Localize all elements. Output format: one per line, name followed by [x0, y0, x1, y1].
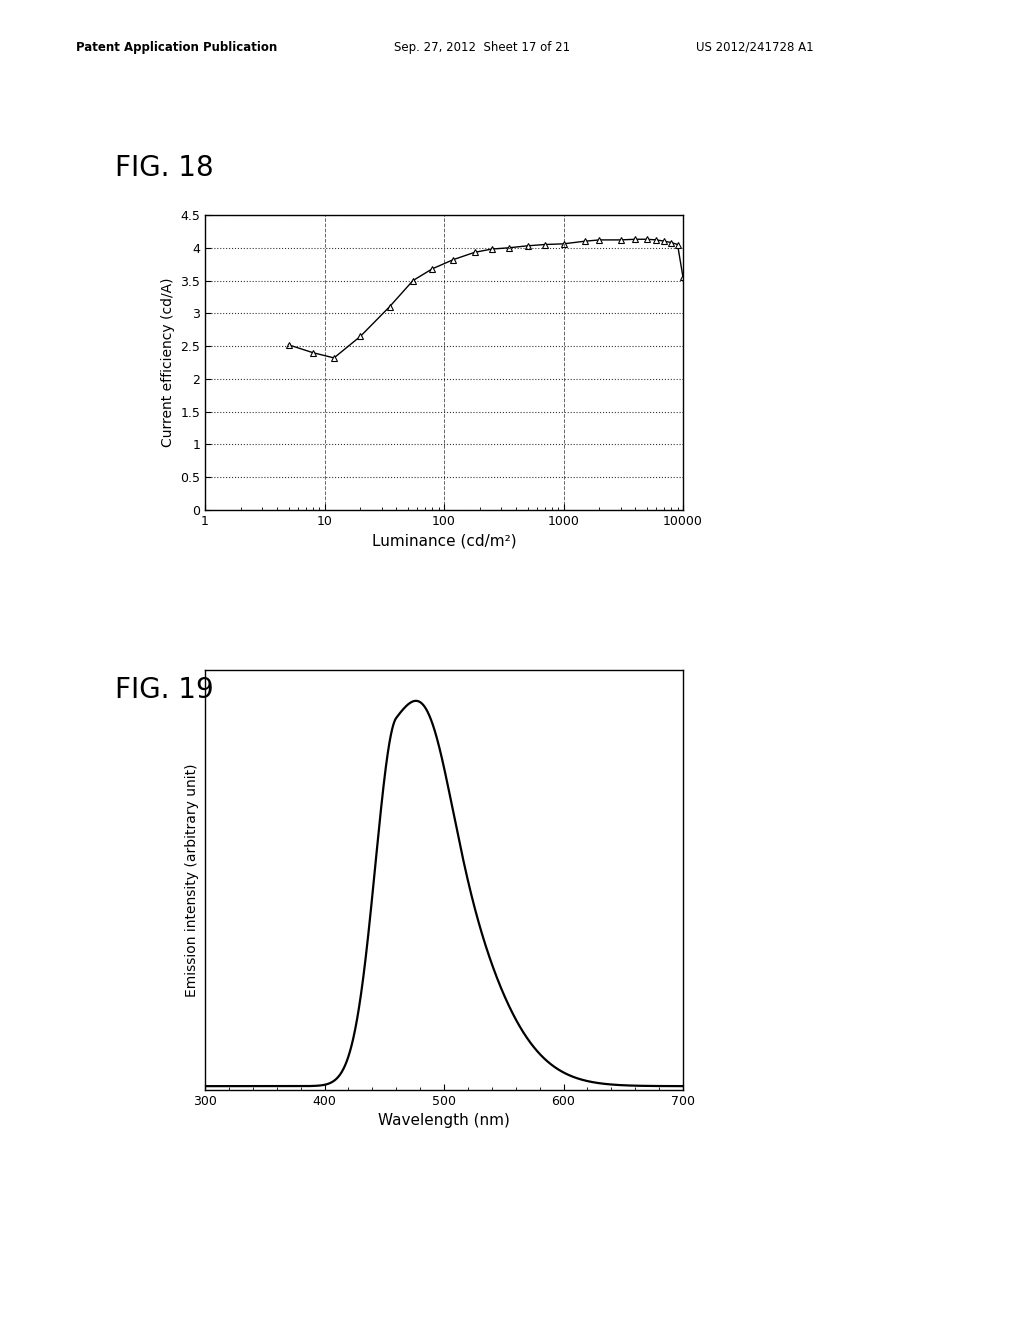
X-axis label: Luminance (cd/m²): Luminance (cd/m²) [372, 533, 516, 548]
X-axis label: Wavelength (nm): Wavelength (nm) [378, 1113, 510, 1129]
Text: FIG. 18: FIG. 18 [115, 154, 213, 182]
Y-axis label: Emission intensity (arbitrary unit): Emission intensity (arbitrary unit) [185, 763, 200, 997]
Text: US 2012/241728 A1: US 2012/241728 A1 [696, 41, 814, 54]
Text: FIG. 19: FIG. 19 [115, 676, 213, 704]
Y-axis label: Current efficiency (cd/A): Current efficiency (cd/A) [161, 277, 174, 447]
Text: Sep. 27, 2012  Sheet 17 of 21: Sep. 27, 2012 Sheet 17 of 21 [394, 41, 570, 54]
Text: Patent Application Publication: Patent Application Publication [76, 41, 278, 54]
